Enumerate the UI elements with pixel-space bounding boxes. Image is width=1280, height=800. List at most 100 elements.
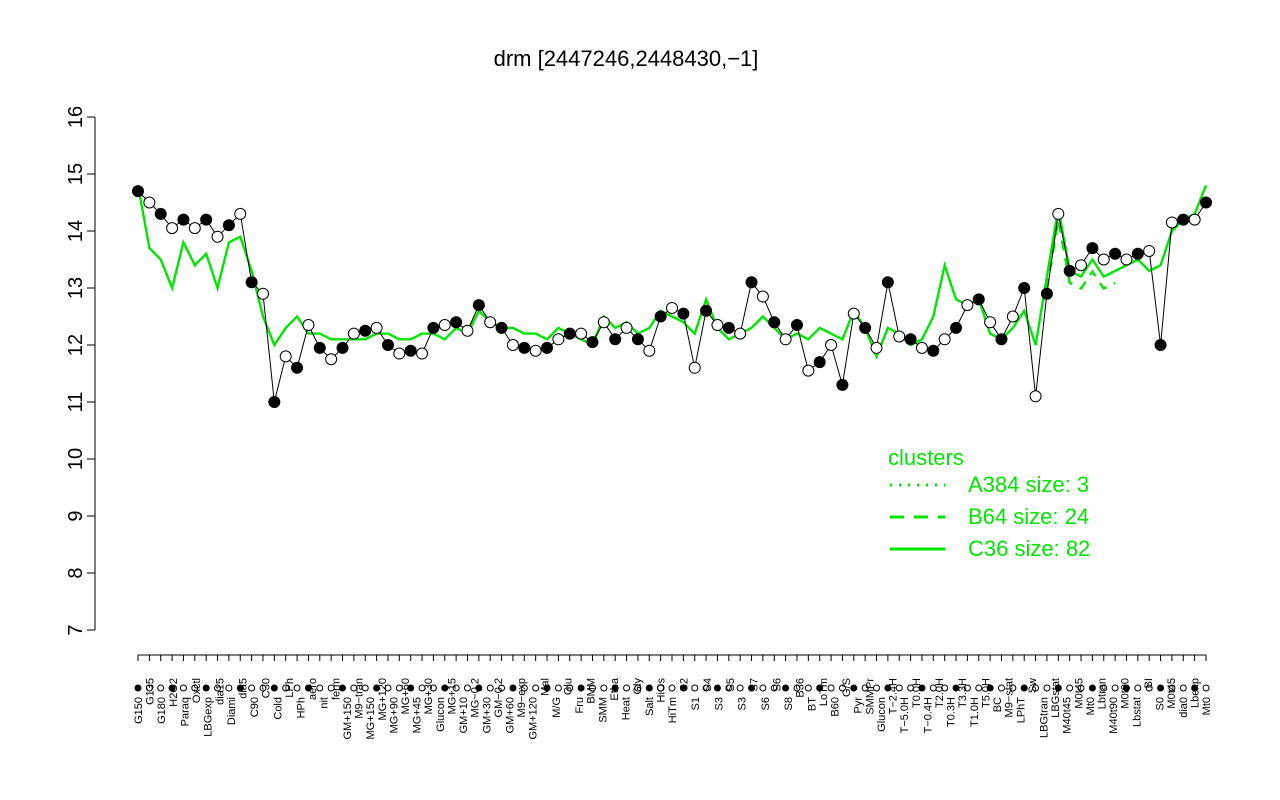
x-tick-label: HiOs — [655, 678, 667, 703]
legend-label: A384 size: 3 — [968, 472, 1089, 497]
x-marker — [952, 684, 960, 692]
x-tick-label: G150 — [133, 697, 145, 724]
x-tick-label: T−2.4H — [888, 678, 900, 714]
data-point — [631, 333, 644, 346]
x-tick-label: T0.3H — [946, 697, 958, 727]
x-marker — [941, 684, 949, 692]
data-point — [381, 339, 394, 351]
x-tick-label: M0t45 — [1166, 678, 1178, 709]
data-point — [586, 336, 599, 349]
x-tick-label: S1 — [690, 697, 702, 710]
data-point — [756, 290, 769, 303]
x-tick-label: S6 — [771, 678, 783, 691]
x-tick-label: Etha — [609, 677, 621, 701]
cluster-mean-line — [136, 184, 1208, 360]
data-point — [245, 276, 258, 289]
data-point — [552, 333, 565, 346]
x-marker — [407, 684, 415, 692]
data-point — [222, 219, 235, 232]
x-tick-label: GM+10 — [458, 697, 470, 733]
y-tick-label: 7 — [65, 624, 87, 635]
x-tick-label: S8 — [783, 697, 795, 710]
data-point — [1177, 213, 1190, 226]
data-point — [1165, 216, 1178, 229]
x-tick-label: M/G — [551, 697, 563, 718]
x-marker — [145, 684, 153, 692]
x-marker — [475, 684, 483, 692]
data-point — [1143, 244, 1156, 257]
data-point — [484, 316, 497, 329]
x-marker — [1032, 684, 1040, 692]
x-tick-label: GM+150 — [342, 697, 354, 740]
data-point — [200, 213, 213, 226]
x-tick-label: Glu — [563, 678, 575, 695]
x-marker — [225, 684, 233, 692]
x-marker — [1134, 684, 1142, 692]
x-marker — [861, 684, 869, 692]
data-point — [1131, 247, 1144, 260]
x-marker — [236, 684, 244, 692]
x-marker — [566, 684, 574, 692]
y-tick-label: 11 — [65, 392, 87, 413]
x-tick-label: Sw — [1027, 678, 1039, 693]
x-marker — [895, 684, 903, 692]
x-marker — [1054, 684, 1062, 692]
x-tick-label: T2.0H — [934, 678, 946, 708]
data-point — [722, 321, 735, 334]
x-marker — [907, 684, 915, 692]
x-marker — [463, 684, 471, 692]
x-tick-label: M0t45 — [1073, 678, 1085, 709]
data-point — [620, 321, 633, 334]
data-point — [609, 333, 622, 346]
x-tick-label: S3 — [713, 697, 725, 710]
x-tick-label: S0 — [1155, 697, 1167, 710]
x-tick-label: LPh — [284, 678, 296, 698]
x-tick-label: SMM — [597, 697, 609, 723]
x-marker — [395, 684, 403, 692]
data-point — [336, 341, 349, 354]
x-marker — [361, 684, 369, 692]
x-marker — [816, 684, 824, 692]
data-point — [166, 222, 179, 235]
data-point — [313, 341, 326, 354]
x-marker — [838, 684, 846, 692]
data-point — [518, 341, 531, 354]
x-marker — [1168, 684, 1176, 692]
x-marker — [1066, 684, 1074, 692]
x-marker — [657, 684, 665, 692]
x-tick-label: Mt0 — [1201, 697, 1213, 715]
data-point — [1200, 196, 1212, 209]
x-marker — [691, 684, 699, 692]
data-point — [438, 319, 451, 332]
data-point — [768, 316, 781, 329]
x-marker — [713, 684, 721, 692]
x-marker — [520, 684, 528, 692]
x-tick-label: Heat — [621, 697, 633, 720]
x-tick-label: GM+30 — [481, 697, 493, 733]
data-point — [461, 324, 474, 337]
legend-label: C36 size: 82 — [968, 536, 1090, 561]
x-tick-label: LBGstat — [1050, 678, 1062, 718]
x-tick-label: S7 — [748, 678, 760, 691]
data-point — [802, 364, 815, 377]
data-point — [427, 321, 440, 334]
data-point — [745, 276, 758, 289]
x-marker — [827, 684, 835, 692]
data-point — [734, 327, 747, 340]
x-tick-label: S6 — [760, 697, 772, 710]
x-marker — [1088, 684, 1096, 692]
x-marker — [1157, 684, 1165, 692]
data-point — [529, 344, 542, 357]
data-point — [893, 330, 906, 343]
cluster-lines — [136, 184, 1208, 360]
data-point — [234, 207, 247, 220]
data-point — [881, 276, 894, 289]
data-point — [938, 333, 951, 346]
x-tick-label: Mal — [539, 678, 551, 696]
x-tick-label: H2O2 — [168, 678, 180, 707]
x-tick-label: C30 — [261, 678, 273, 698]
data-point — [825, 339, 838, 351]
x-marker — [600, 684, 608, 692]
x-tick-label: HPh — [296, 697, 308, 718]
